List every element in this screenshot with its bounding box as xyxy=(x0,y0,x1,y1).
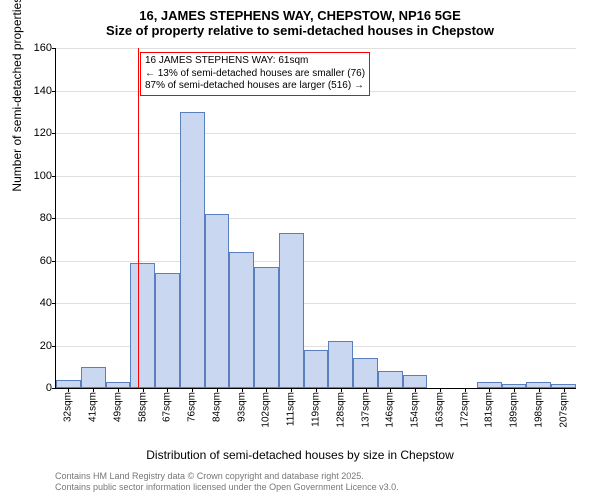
ytick-mark xyxy=(52,261,56,262)
histogram-bar xyxy=(304,350,329,388)
annotation-box: 16 JAMES STEPHENS WAY: 61sqm← 13% of sem… xyxy=(140,52,370,96)
histogram-bar xyxy=(130,263,155,388)
xtick-label: 111sqm xyxy=(286,392,297,426)
gridline xyxy=(56,133,576,134)
histogram-bar xyxy=(205,214,230,388)
ytick-mark xyxy=(52,388,56,389)
xtick-label: 67sqm xyxy=(162,392,173,422)
xtick-label: 154sqm xyxy=(410,392,421,428)
xtick-label: 198sqm xyxy=(533,392,544,428)
ytick-label: 100 xyxy=(34,170,52,182)
xtick-label: 172sqm xyxy=(459,392,470,428)
histogram-bar xyxy=(56,380,81,389)
chart-container: 16, JAMES STEPHENS WAY, CHEPSTOW, NP16 5… xyxy=(0,0,600,500)
ytick-mark xyxy=(52,48,56,49)
xtick-label: 137sqm xyxy=(360,392,371,428)
ytick-label: 60 xyxy=(40,255,52,267)
ytick-label: 0 xyxy=(46,382,52,394)
ytick-label: 80 xyxy=(40,212,52,224)
xtick-label: 84sqm xyxy=(211,392,222,422)
marker-line xyxy=(138,48,139,388)
ytick-mark xyxy=(52,133,56,134)
histogram-bar xyxy=(81,367,106,388)
annotation-line2: ← 13% of semi-detached houses are smalle… xyxy=(145,68,365,81)
xtick-label: 128sqm xyxy=(335,392,346,428)
annotation-line3: 87% of semi-detached houses are larger (… xyxy=(145,80,365,93)
annotation-line1: 16 JAMES STEPHENS WAY: 61sqm xyxy=(145,55,365,68)
x-axis-label: Distribution of semi-detached houses by … xyxy=(0,448,600,462)
xtick-label: 49sqm xyxy=(112,392,123,422)
histogram-bar xyxy=(403,375,428,388)
ytick-label: 20 xyxy=(40,340,52,352)
ytick-label: 160 xyxy=(34,42,52,54)
histogram-bar xyxy=(353,358,378,388)
xtick-label: 32sqm xyxy=(63,392,74,422)
ytick-mark xyxy=(52,218,56,219)
ytick-mark xyxy=(52,346,56,347)
xtick-label: 207sqm xyxy=(558,392,569,428)
histogram-bar xyxy=(378,371,403,388)
xtick-label: 163sqm xyxy=(434,392,445,428)
chart-title-main: 16, JAMES STEPHENS WAY, CHEPSTOW, NP16 5… xyxy=(0,0,600,23)
gridline xyxy=(56,218,576,219)
gridline xyxy=(56,261,576,262)
xtick-label: 102sqm xyxy=(261,392,272,428)
xtick-label: 58sqm xyxy=(137,392,148,422)
footer-line2: Contains public sector information licen… xyxy=(55,482,399,494)
ytick-mark xyxy=(52,303,56,304)
xtick-label: 41sqm xyxy=(88,392,99,422)
histogram-bar xyxy=(155,273,180,388)
histogram-bar xyxy=(229,252,254,388)
xtick-label: 189sqm xyxy=(509,392,520,428)
xtick-label: 119sqm xyxy=(311,392,322,427)
chart-title-sub: Size of property relative to semi-detach… xyxy=(0,23,600,42)
gridline xyxy=(56,48,576,49)
xtick-label: 93sqm xyxy=(236,392,247,422)
histogram-bar xyxy=(180,112,205,388)
histogram-bar xyxy=(279,233,304,388)
ytick-mark xyxy=(52,176,56,177)
ytick-label: 140 xyxy=(34,85,52,97)
gridline xyxy=(56,176,576,177)
histogram-bar xyxy=(328,341,353,388)
footer-line1: Contains HM Land Registry data © Crown c… xyxy=(55,471,399,483)
plot-area: 02040608010012014016032sqm41sqm49sqm58sq… xyxy=(55,48,576,389)
xtick-label: 181sqm xyxy=(484,392,495,428)
ytick-mark xyxy=(52,91,56,92)
xtick-label: 76sqm xyxy=(187,392,198,422)
ytick-label: 120 xyxy=(34,127,52,139)
xtick-label: 146sqm xyxy=(385,392,396,428)
ytick-label: 40 xyxy=(40,297,52,309)
y-axis-label: Number of semi-detached properties xyxy=(10,0,24,192)
histogram-bar xyxy=(254,267,279,388)
footer-attribution: Contains HM Land Registry data © Crown c… xyxy=(55,471,399,494)
